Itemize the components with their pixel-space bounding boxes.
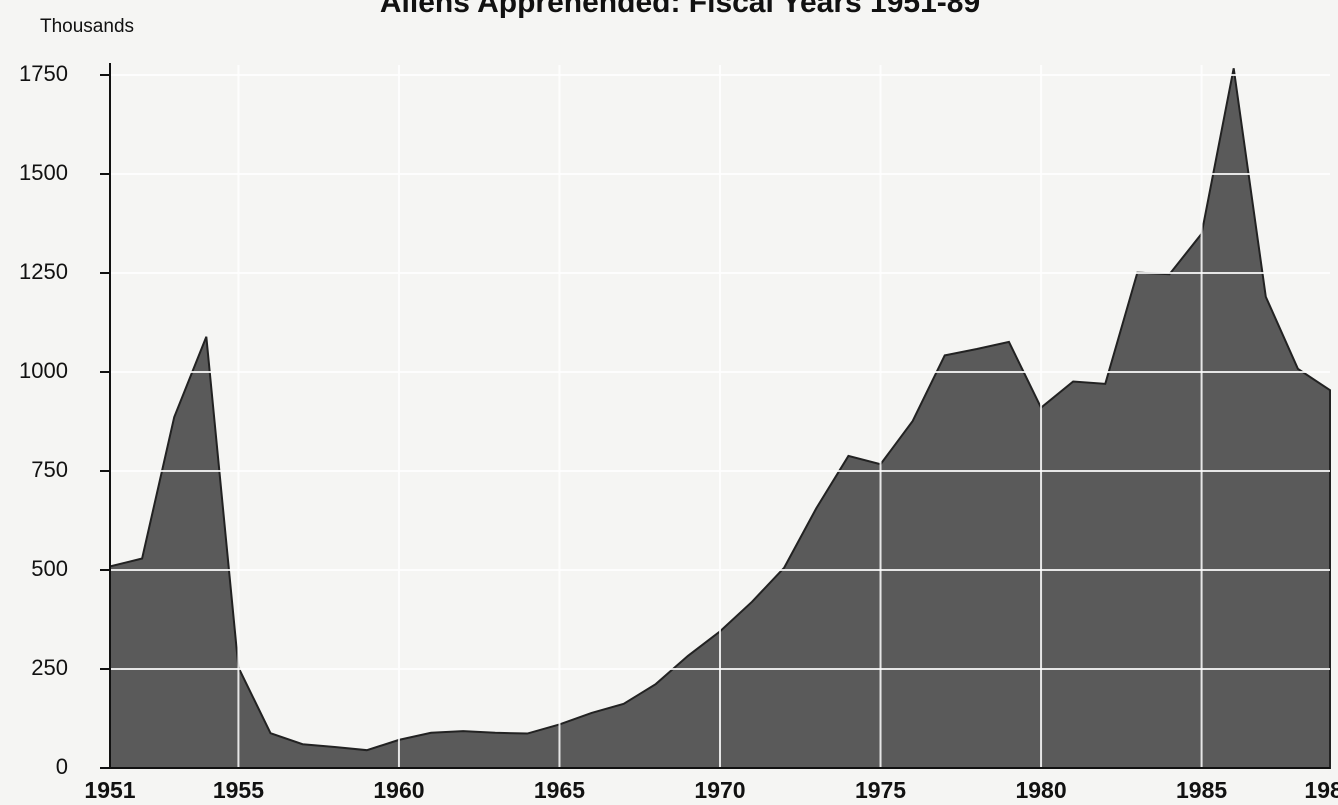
y-tick-label: 1500 [19, 160, 68, 185]
x-tick-label: 1970 [694, 777, 745, 803]
chart-title: Aliens Apprehended: Fiscal Years 1951-89 [380, 0, 980, 19]
y-tick-label: 1000 [19, 358, 68, 383]
x-tick-label: 1975 [855, 777, 906, 803]
x-tick-label: 1965 [534, 777, 585, 803]
x-tick-label: 1955 [213, 777, 264, 803]
y-tick-label: 500 [31, 556, 68, 581]
y-tick-label: 1250 [19, 259, 68, 284]
y-tick-label: 250 [31, 655, 68, 680]
x-tick-label: 1989 [1304, 777, 1338, 803]
y-tick-label: 750 [31, 457, 68, 482]
x-tick-label: 1980 [1015, 777, 1066, 803]
x-tick-label: 1960 [373, 777, 424, 803]
area [109, 68, 1331, 769]
x-tick-label: 1985 [1176, 777, 1227, 803]
y-axis-label: Thousands [40, 16, 134, 37]
y-tick-label: 1750 [19, 61, 68, 86]
y-tick-label: 0 [56, 754, 68, 779]
x-tick-label: 1951 [84, 777, 135, 803]
